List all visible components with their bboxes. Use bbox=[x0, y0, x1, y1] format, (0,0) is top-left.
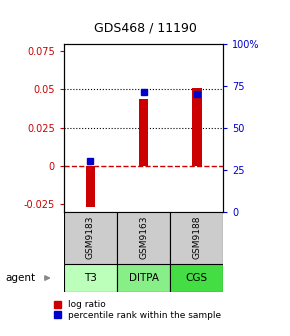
Bar bbox=[192, 88, 202, 166]
Text: T3: T3 bbox=[84, 273, 97, 283]
Bar bbox=[139, 99, 148, 166]
Bar bbox=[170, 264, 223, 292]
Bar bbox=[117, 212, 170, 264]
Text: GDS468 / 11190: GDS468 / 11190 bbox=[94, 22, 196, 35]
Bar bbox=[64, 212, 117, 264]
Legend: log ratio, percentile rank within the sample: log ratio, percentile rank within the sa… bbox=[54, 300, 221, 320]
Text: agent: agent bbox=[6, 273, 36, 283]
Text: CGS: CGS bbox=[186, 273, 208, 283]
Bar bbox=[170, 212, 223, 264]
Bar bbox=[86, 166, 95, 207]
Bar bbox=[64, 264, 117, 292]
Bar bbox=[117, 264, 170, 292]
Text: DITPA: DITPA bbox=[128, 273, 159, 283]
Text: GSM9183: GSM9183 bbox=[86, 216, 95, 259]
Text: GSM9188: GSM9188 bbox=[192, 216, 201, 259]
Text: GSM9163: GSM9163 bbox=[139, 216, 148, 259]
